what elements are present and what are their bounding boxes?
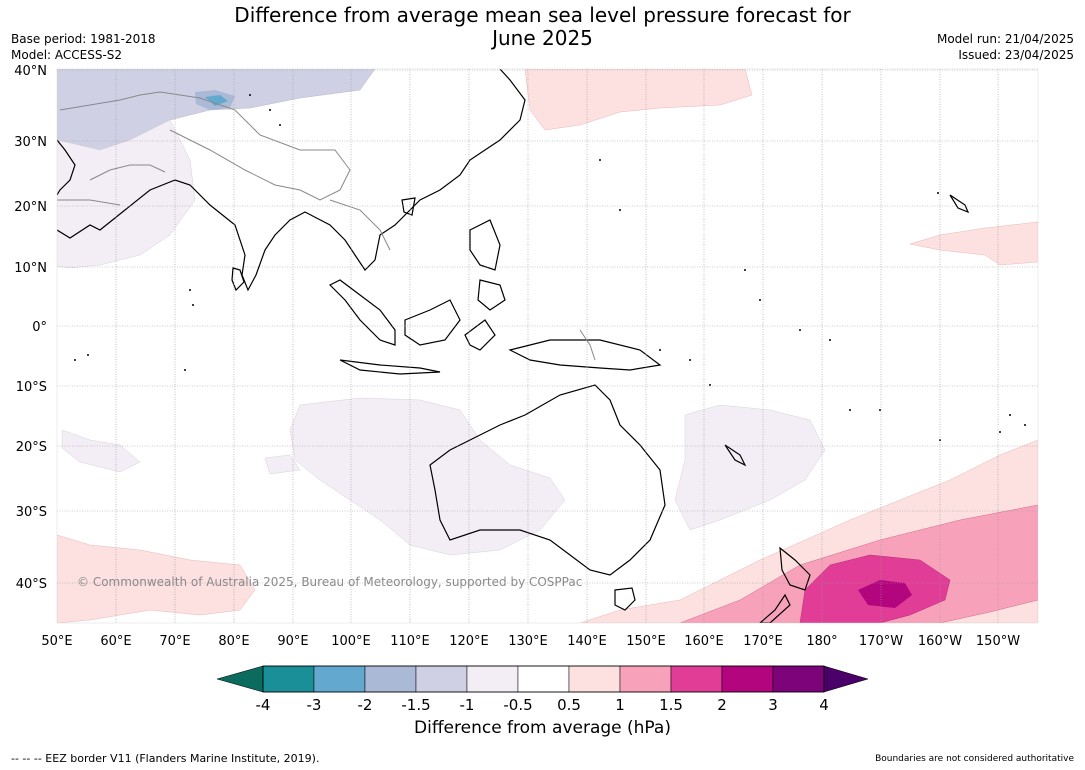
lat-label: 0° [32,320,47,335]
lat-label: 40°S [16,577,47,592]
colorbar-extend-high [823,665,869,693]
lon-label: 150°W [976,634,1020,649]
colorbar-tick-label: 0.5 [557,696,581,714]
anomaly-positive-south-indian [57,534,256,623]
lat-label: 10°N [14,261,47,276]
base-period-label: Base period: 1981-2018 [11,32,156,46]
anomaly-positive-nz-2 [858,580,912,608]
colorbar-frame [262,665,825,693]
copyright-notice: © Commonwealth of Australia 2025, Bureau… [77,575,582,589]
footer-eez-note: -- -- -- EEZ border V11 (Flanders Marine… [11,752,320,765]
model-label: Model: ACCESS-S2 [11,48,123,62]
lat-label: 10°S [16,380,47,395]
lon-label: 130°E [508,634,548,649]
map-title: Difference from average mean sea level p… [0,4,1085,50]
colorbar-title: Difference from average (hPa) [414,718,671,738]
colorbar-tick-label: 1.5 [659,696,683,714]
colorbar-cell [568,665,621,693]
title-line-2: June 2025 [492,26,593,50]
colorbar-cell [772,665,825,693]
anomaly-slight-negative-australia [289,397,566,556]
colorbar-tick-label: -2 [358,696,373,714]
lon-label: 120°E [449,634,489,649]
lat-label: 20°S [16,440,47,455]
colorbar-tick-label: -4 [256,696,271,714]
colorbar-tick-label: -3 [307,696,322,714]
colorbar-cell [517,665,570,693]
colorbar-cell [619,665,672,693]
colorbar-cell [313,665,366,693]
lat-label: 30°N [14,135,47,150]
map-area: © Commonwealth of Australia 2025, Bureau… [57,69,1038,623]
meta-right: Model run: 21/04/2025 Issued: 23/04/2025 [937,31,1074,63]
lon-label: 160°E [684,634,724,649]
latitude-labels: 40°N 30°N 20°N 10°N 0° 10°S 20°S 30°S 40… [14,64,47,592]
colorbar-tick-label: -0.5 [503,696,532,714]
issued-label: Issued: 23/04/2025 [958,48,1074,62]
lat-label: 40°N [14,64,47,79]
lat-label: 30°S [16,505,47,520]
colorbar-cell [466,665,519,693]
anomaly-slight-negative-coral-sea [674,404,826,531]
lon-label: 170°E [743,634,783,649]
anomaly-slight-negative-india [57,119,196,269]
lon-label: 50°E [41,634,72,649]
coastlines [57,69,970,623]
lon-label: 90°E [277,634,308,649]
lon-label: 70°E [159,634,190,649]
lon-label: 100°E [331,634,371,649]
footer-boundaries-note: Boundaries are not considered authoritat… [875,754,1074,764]
meta-left: Base period: 1981-2018 Model: ACCESS-S2 [11,31,156,63]
lon-label: 150°E [626,634,666,649]
lon-label: 180° [806,634,837,649]
colorbar-tick-labels: -4 -3 -2 -1.5 -1 -0.5 0.5 1 1.5 2 3 4 [256,696,829,714]
anomaly-negative-himalaya-core [205,95,228,106]
pacific-islands [74,94,1026,441]
colorbar-tick-label: -1.5 [401,696,430,714]
colorbar-cell [415,665,468,693]
lon-label: 110°E [390,634,430,649]
lon-label: 80°E [218,634,249,649]
colorbar-tick-label: -1 [460,696,475,714]
colorbar-cell [262,665,315,693]
lon-label: 160°W [918,634,962,649]
country-borders [57,91,596,361]
anomaly-slight-negative-west-indian-2 [264,454,301,475]
anomaly-positive-north-pacific [524,69,753,131]
colorbar-extend-low [216,665,264,693]
longitude-labels: 50°E 60°E 70°E 80°E 90°E 100°E 110°E 120… [41,634,1020,649]
colorbar-tick-label: 2 [717,696,727,714]
colorbar-tick-label: 3 [768,696,778,714]
map-frame [56,68,1039,624]
colorbar: -4 -3 -2 -1.5 -1 -0.5 0.5 1 1.5 2 3 4 [216,665,869,714]
anomaly-slight-negative-west-indian [61,429,141,473]
lat-label: 20°N [14,200,47,215]
colorbar-tick-label: 1 [615,696,625,714]
colorbar-cell [721,665,774,693]
colorbar-cell [364,665,417,693]
lon-label: 140°E [567,634,607,649]
graticule [57,69,1038,623]
lon-label: 170°W [859,634,903,649]
colorbar-tick-label: 4 [819,696,829,714]
model-run-label: Model run: 21/04/2025 [936,32,1074,46]
colorbar-cells [262,665,825,693]
lon-label: 60°E [100,634,131,649]
colorbar-cell [670,665,723,693]
title-line-1: Difference from average mean sea level p… [234,3,851,27]
